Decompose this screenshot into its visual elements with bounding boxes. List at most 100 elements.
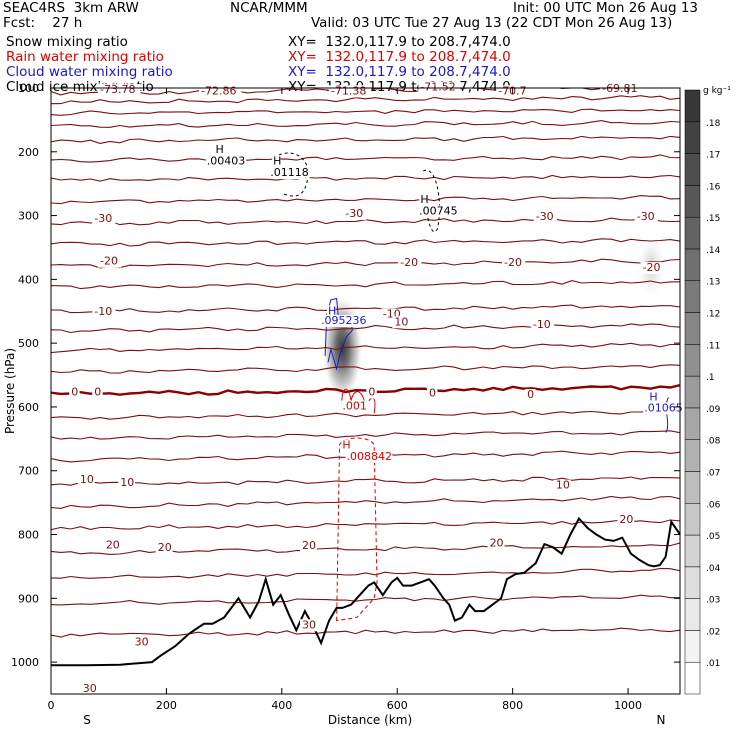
cloud-ice-label-bg xyxy=(214,144,223,157)
temperature-label-bg xyxy=(92,212,116,225)
temperature-label: 20 xyxy=(106,539,120,552)
rain-water-label-bg xyxy=(345,450,393,463)
y-tick-label: 600 xyxy=(18,401,39,414)
terrain-line xyxy=(51,516,681,667)
colorbar-swatch xyxy=(684,121,701,154)
temperature-contour xyxy=(51,567,680,579)
temperature-contour xyxy=(51,238,680,247)
temperature-label-bg xyxy=(80,683,98,696)
colorbar-label: .11 xyxy=(706,341,720,351)
temperature-label-bg xyxy=(501,256,526,269)
temperature-label: 30 xyxy=(302,618,316,631)
temperature-label-bg xyxy=(343,207,367,220)
y-axis-label: Pressure (hPa) xyxy=(3,348,17,434)
temperature-label: -30 xyxy=(94,212,112,225)
temperature-label-bg xyxy=(155,542,173,555)
colorbar-label: .06 xyxy=(706,500,721,510)
colorbar-label: .17 xyxy=(706,151,720,161)
temperature-label-bg xyxy=(300,540,317,553)
temperature-label: 0 xyxy=(368,385,375,398)
cloud-ice-contour xyxy=(278,152,309,197)
colorbar-label: .04 xyxy=(706,564,721,574)
rain-water-contour xyxy=(336,437,378,622)
cloud-ice-label: H xyxy=(215,143,223,156)
temperature-contour xyxy=(51,280,680,290)
temperature-label: -10 xyxy=(94,305,112,318)
temperature-label-bg xyxy=(92,306,116,319)
colorbar-swatch xyxy=(684,598,701,631)
temperature-label: 20 xyxy=(490,537,504,550)
temperature-contour-zero xyxy=(51,384,680,396)
temperature-contour xyxy=(51,542,680,555)
x-tick-label: 400 xyxy=(271,699,292,712)
temperature-label: 0 xyxy=(71,385,78,398)
cloud-ice-label: .00745 xyxy=(419,204,458,217)
rain-water-label: .008842 xyxy=(346,450,392,463)
cloud-water-label-bg xyxy=(326,305,336,318)
temperature-contour xyxy=(51,258,680,269)
temperature-label: 10 xyxy=(394,315,408,328)
xy-rain: XY= 132.0,117.9 to 208.7,474.0 xyxy=(288,49,511,65)
colorbar-swatch xyxy=(684,185,701,218)
y-tick-label: 100 xyxy=(18,82,39,95)
temperature-label: 20 xyxy=(302,539,316,552)
colorbar-swatch xyxy=(684,312,701,345)
temperature-label: -71.38 xyxy=(331,84,366,97)
temperature-contour xyxy=(51,120,680,128)
temperature-label: -20 xyxy=(400,256,418,269)
colorbar-swatch xyxy=(684,216,701,250)
temperature-contour xyxy=(51,174,680,182)
temperature-contour xyxy=(51,364,680,374)
colorbar-label: .15 xyxy=(706,214,720,224)
temperature-contour xyxy=(51,342,680,354)
temperature-label-bg xyxy=(640,262,664,275)
temperature-label-bg xyxy=(132,636,150,649)
x-axis-label: Distance (km) xyxy=(328,713,412,727)
colorbar-swatch xyxy=(684,89,701,123)
temperature-label-bg xyxy=(92,386,103,399)
colorbar-label: .13 xyxy=(706,278,720,288)
temperature-label: 10 xyxy=(556,479,570,492)
temperature-label: 30 xyxy=(135,636,149,649)
cloud-water-label-bg xyxy=(648,391,657,404)
colorbar-label: .16 xyxy=(706,182,721,192)
colorbar-swatch xyxy=(684,248,701,281)
temperature-label-bg xyxy=(118,477,136,490)
cloud-water-label: H xyxy=(649,391,657,404)
temperature-label: -20 xyxy=(100,255,118,268)
temperature-label-bg xyxy=(98,255,122,268)
temperature-label-bg xyxy=(487,537,505,550)
temperature-label: -20 xyxy=(504,256,522,269)
cloud-water-label-bg xyxy=(320,315,367,328)
temperature-contour xyxy=(51,495,680,509)
colorbar: .01 .02 .03 .04 .05 .06 .07 .08 .09 .1 .11 .12 .13 .1… xyxy=(684,86,731,695)
temperature-contour xyxy=(51,195,680,205)
y-tick-label: 800 xyxy=(18,529,39,542)
init-time: Init: 00 UTC Mon 26 Aug 13 xyxy=(513,0,698,16)
temperature-contour xyxy=(51,135,680,144)
temperature-label: 0 xyxy=(527,388,534,401)
rain-water-label-bg xyxy=(341,439,350,452)
temperature-label-bg xyxy=(398,256,422,269)
colorbar-label: .05 xyxy=(706,532,720,542)
temperature-label: 30 xyxy=(83,682,97,695)
colorbar-swatch xyxy=(684,439,701,472)
valid-time: Valid: 03 UTC Tue 27 Aug 13 (22 CDT Mon … xyxy=(311,15,673,31)
temperature-label: -72.86 xyxy=(201,84,236,97)
temperature-label-bg xyxy=(426,387,438,400)
cloud-ice-label-bg xyxy=(272,155,281,168)
field-label-cloud-water: Cloud water mixing ratio xyxy=(6,64,173,80)
temperature-contour xyxy=(51,304,680,314)
temperature-label-bg xyxy=(366,386,377,399)
temperature-contour xyxy=(51,323,680,334)
cloud-water-contour xyxy=(665,397,669,433)
temperature-contour xyxy=(51,519,680,531)
x-tick-label: 1000 xyxy=(614,699,642,712)
field-label-rain: Rain water mixing ratio xyxy=(6,49,164,65)
cloud-water-label: .095236 xyxy=(321,314,367,327)
temperature-label-bg xyxy=(634,211,658,224)
cloud-water-contour xyxy=(324,297,353,371)
colorbar-swatch xyxy=(684,534,701,568)
